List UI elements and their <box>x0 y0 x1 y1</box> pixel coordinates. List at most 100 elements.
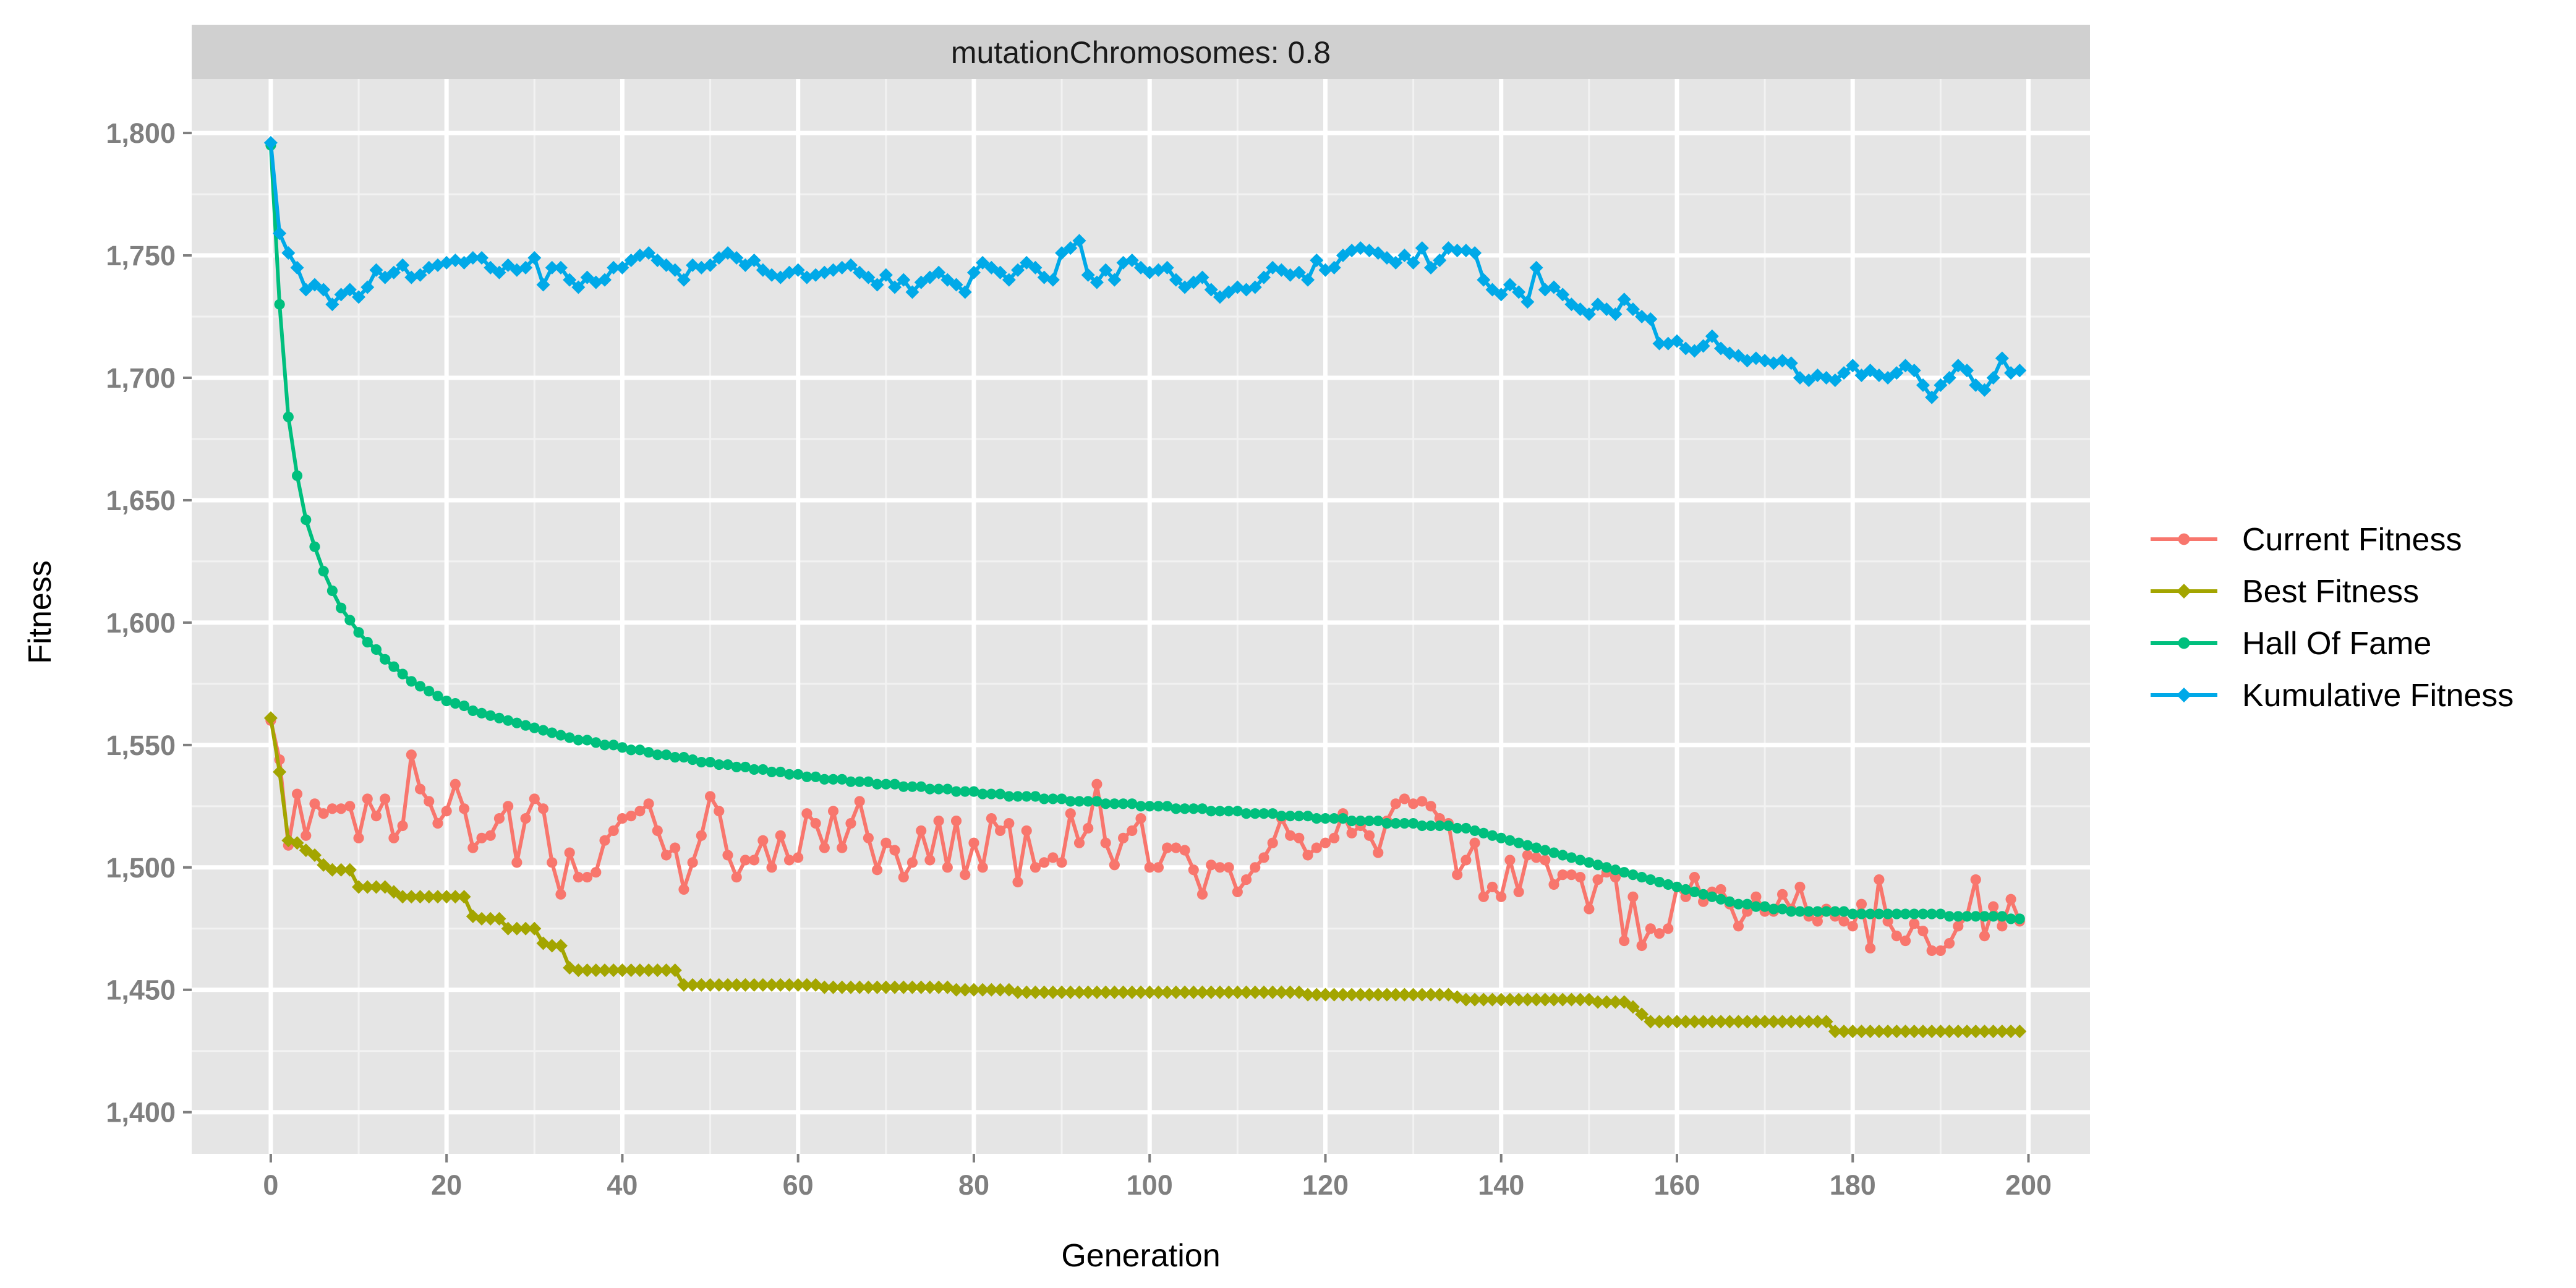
kumulative-fitness-point <box>1582 307 1596 322</box>
kumulative-fitness-point <box>1397 249 1412 263</box>
best-fitness-point <box>1916 1025 1930 1039</box>
best-fitness-point <box>317 858 331 872</box>
current-fitness-point <box>704 791 716 802</box>
y-axis-title: Fitness <box>22 560 58 664</box>
hall-of-fame-point <box>986 788 997 800</box>
best-fitness-point <box>484 911 498 926</box>
hall-of-fame-point <box>1935 908 1946 919</box>
hall-of-fame-point <box>1337 813 1349 824</box>
kumulative-fitness-point <box>1960 364 1974 378</box>
hall-of-fame-point <box>1671 881 1683 893</box>
hall-of-fame-point <box>1258 808 1269 819</box>
kumulative-fitness-series <box>263 135 2027 404</box>
hall-of-fame-point <box>1030 791 1041 802</box>
best-fitness-point <box>1652 1015 1666 1029</box>
hall-of-fame-point <box>1707 891 1718 902</box>
kumulative-fitness-point <box>1977 383 1992 397</box>
current-fitness-point <box>1610 872 1621 883</box>
hall-of-fame-point <box>1109 798 1120 809</box>
best-fitness-point <box>1854 1025 1869 1039</box>
hall-of-fame-point <box>1329 813 1340 824</box>
current-fitness-point <box>1452 869 1463 881</box>
hall-of-fame-point <box>1627 869 1639 881</box>
best-fitness-point <box>571 963 586 978</box>
current-fitness-point <box>749 855 760 866</box>
best-fitness-point <box>1942 1025 1956 1039</box>
best-fitness-point <box>334 863 348 877</box>
hall-of-fame-point <box>670 752 681 763</box>
current-fitness-point <box>1988 901 1999 912</box>
hall-of-fame-point <box>309 541 320 552</box>
hall-of-fame-point <box>995 788 1006 800</box>
hall-of-fame-point <box>1056 793 1067 804</box>
hall-of-fame-point <box>1540 845 1551 856</box>
kumulative-fitness-point <box>958 285 972 299</box>
current-fitness-point <box>1109 859 1120 871</box>
kumulative-fitness-point <box>976 255 990 270</box>
hall-of-fame-point <box>616 742 628 753</box>
hall-of-fame-point <box>573 735 584 746</box>
hall-of-fame-point <box>1830 906 1841 917</box>
hall-of-fame-point <box>1214 806 1226 817</box>
hall-of-fame-point <box>1117 798 1129 809</box>
kumulative-fitness-point <box>1107 273 1122 287</box>
kumulative-fitness-point <box>317 283 331 297</box>
current-fitness-point <box>1856 898 1867 910</box>
hall-of-fame-point <box>1645 874 1656 885</box>
best-fitness-point <box>2013 1025 2027 1039</box>
kumulative-fitness-point <box>475 251 489 265</box>
kumulative-fitness-point <box>774 270 788 284</box>
kumulative-fitness-point <box>676 273 691 287</box>
current-fitness-point <box>599 835 610 846</box>
current-fitness-point <box>1935 945 1946 956</box>
hall-of-fame-point <box>1452 822 1463 834</box>
hall-of-fame-point <box>1294 811 1305 822</box>
current-fitness-point <box>397 820 408 832</box>
kumulative-fitness-point <box>1380 251 1394 265</box>
kumulative-fitness-point <box>1802 373 1816 387</box>
kumulative-fitness-point <box>1310 253 1324 267</box>
current-fitness-point <box>1548 879 1559 890</box>
hall-of-fame-point <box>1653 876 1665 888</box>
kumulative-fitness-point <box>501 258 515 272</box>
kumulative-fitness-point <box>1222 285 1236 299</box>
current-fitness-point <box>414 783 426 795</box>
hall-of-fame-point <box>1065 796 1076 807</box>
best-fitness-point <box>1687 1015 1702 1029</box>
hall-of-fame-point <box>362 636 373 648</box>
kumulative-fitness-point <box>607 260 621 275</box>
current-fitness-point <box>1329 832 1340 843</box>
best-fitness-point <box>1406 987 1420 1002</box>
best-fitness-point <box>1397 987 1412 1002</box>
kumulative-fitness-point <box>1503 278 1517 292</box>
current-fitness-point <box>1117 832 1129 843</box>
current-fitness-point <box>582 872 593 883</box>
kumulative-fitness-point <box>1705 329 1719 343</box>
hall-of-fame-point <box>326 585 338 597</box>
best-fitness-point <box>1090 985 1104 999</box>
y-tick-label: 1,450 <box>106 975 176 1006</box>
current-fitness-point <box>810 817 821 829</box>
current-fitness-point <box>1294 832 1305 843</box>
current-fitness-point <box>1223 862 1234 873</box>
hall-of-fame-point <box>1135 801 1146 812</box>
hall-of-fame-point <box>1689 886 1700 897</box>
hall-of-fame-point <box>1240 808 1252 819</box>
kumulative-fitness-point <box>1687 344 1702 358</box>
hall-of-fame-point <box>1496 832 1507 843</box>
kumulative-fitness-point <box>1547 280 1561 294</box>
y-tick-label: 1,600 <box>106 607 176 639</box>
best-fitness-point <box>853 980 867 994</box>
hall-of-fame-point <box>414 681 426 692</box>
best-fitness-point <box>1872 1025 1886 1039</box>
best-fitness-point <box>1846 1025 1860 1039</box>
hall-of-fame-point <box>1276 811 1287 822</box>
current-fitness-point <box>731 872 742 883</box>
hall-of-fame-point <box>1171 803 1182 814</box>
best-fitness-point <box>1556 992 1570 1007</box>
kumulative-fitness-point <box>1512 285 1526 299</box>
current-fitness-point <box>1144 862 1155 873</box>
current-fitness-point <box>995 825 1006 836</box>
x-tick-label: 140 <box>1478 1169 1524 1201</box>
hall-of-fame-point <box>503 715 514 726</box>
